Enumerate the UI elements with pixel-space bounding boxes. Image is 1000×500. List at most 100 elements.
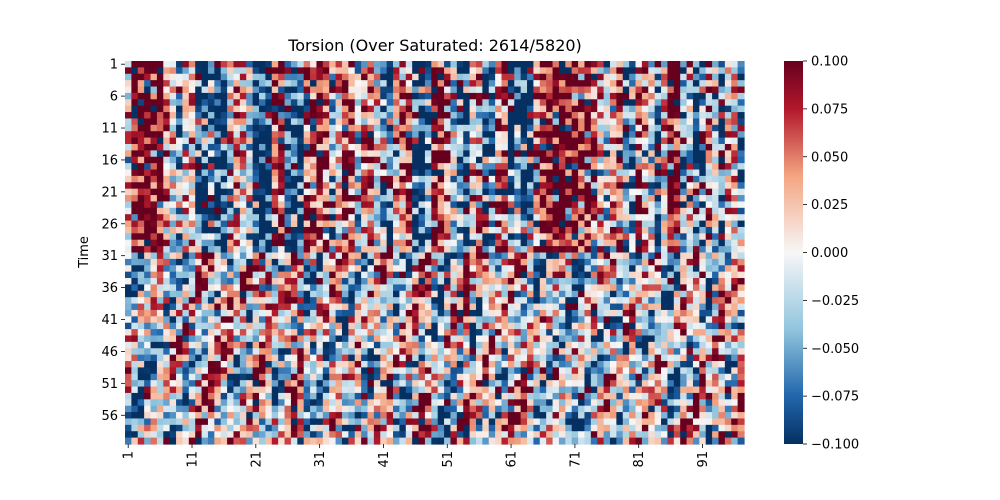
- heatmap-cell: [412, 163, 420, 171]
- heatmap-cell: [393, 361, 400, 368]
- heatmap-cell: [207, 309, 215, 317]
- heatmap-cell: [686, 201, 694, 209]
- heatmap-cell: [341, 316, 349, 324]
- heatmap-cell: [705, 175, 713, 183]
- heatmap-cell: [188, 124, 196, 132]
- heatmap-cell: [405, 367, 413, 375]
- heatmap-cell: [131, 354, 139, 362]
- heatmap-cell: [290, 195, 298, 203]
- heatmap-cell: [712, 341, 720, 349]
- heatmap-cell: [335, 80, 343, 88]
- heatmap-cell: [297, 354, 305, 362]
- heatmap-cell: [609, 246, 617, 254]
- heatmap-cell: [246, 316, 254, 324]
- heatmap-cell: [501, 182, 509, 190]
- heatmap-cell: [220, 233, 228, 241]
- heatmap-cell: [641, 188, 649, 196]
- heatmap-cell: [380, 201, 388, 209]
- heatmap-cell: [533, 322, 541, 330]
- heatmap-cell: [176, 322, 184, 330]
- heatmap-cell: [514, 233, 522, 241]
- heatmap-cell: [386, 105, 394, 113]
- heatmap-cell: [239, 112, 247, 120]
- heatmap-cell: [207, 380, 215, 388]
- heatmap-cell: [239, 341, 247, 349]
- heatmap-cell: [692, 67, 700, 75]
- heatmap-cell: [399, 348, 407, 356]
- heatmap-cell: [303, 341, 311, 349]
- heatmap-cell: [322, 201, 330, 209]
- heatmap-cell: [456, 278, 464, 286]
- heatmap-cell: [418, 131, 426, 139]
- heatmap-cell: [131, 233, 139, 241]
- heatmap-cell: [514, 163, 522, 171]
- heatmap-cell: [469, 137, 477, 145]
- heatmap-cell: [233, 105, 241, 113]
- heatmap-cell: [284, 99, 292, 107]
- heatmap-cell: [724, 105, 732, 113]
- heatmap-cell: [329, 105, 337, 113]
- heatmap-cell: [195, 246, 203, 254]
- heatmap-cell: [520, 86, 528, 94]
- heatmap-cell: [661, 322, 669, 330]
- heatmap-cell: [629, 297, 637, 305]
- heatmap-cell: [641, 131, 649, 139]
- heatmap-cell: [195, 118, 203, 126]
- heatmap-cell: [341, 86, 349, 94]
- heatmap-cell: [290, 233, 298, 241]
- heatmap-cell: [297, 61, 305, 68]
- heatmap-cell: [654, 86, 662, 94]
- heatmap-cell: [233, 169, 241, 177]
- heatmap-cell: [584, 112, 592, 120]
- heatmap-cell: [405, 207, 413, 215]
- heatmap-cell: [629, 182, 637, 190]
- heatmap-cell: [195, 226, 203, 234]
- heatmap-cell: [310, 386, 318, 394]
- heatmap-cell: [201, 278, 209, 286]
- heatmap-cell: [125, 143, 132, 151]
- heatmap-cell: [424, 367, 432, 375]
- heatmap-cell: [163, 99, 171, 107]
- heatmap-cell: [329, 316, 337, 324]
- heatmap-cell: [182, 118, 190, 126]
- heatmap-cell: [354, 169, 362, 177]
- heatmap-cell: [278, 182, 286, 190]
- heatmap-cell: [584, 156, 592, 164]
- heatmap-cell: [533, 163, 541, 171]
- heatmap-cell: [278, 341, 286, 349]
- heatmap-cell: [144, 92, 152, 100]
- heatmap-cell: [616, 354, 624, 362]
- heatmap-cell: [303, 188, 311, 196]
- heatmap-cell: [265, 290, 273, 298]
- heatmap-cell: [373, 265, 381, 273]
- heatmap-cell: [156, 137, 164, 145]
- heatmap-cell: [463, 303, 471, 311]
- heatmap-cell: [456, 67, 464, 75]
- heatmap-cell: [565, 207, 573, 215]
- heatmap-cell: [444, 201, 452, 209]
- heatmap-cell: [667, 175, 675, 183]
- heatmap-cell: [316, 278, 324, 286]
- heatmap-cell: [195, 297, 203, 305]
- heatmap-cell: [386, 226, 394, 234]
- heatmap-cell: [341, 112, 349, 120]
- heatmap-cell: [412, 201, 420, 209]
- heatmap-cell: [393, 175, 400, 183]
- heatmap-cell: [412, 265, 420, 273]
- heatmap-cell: [393, 201, 400, 209]
- heatmap-cell: [252, 316, 260, 324]
- heatmap-cell: [259, 67, 266, 75]
- heatmap-cell: [699, 297, 707, 305]
- heatmap-cell: [163, 335, 171, 343]
- heatmap-cell: [412, 143, 420, 151]
- heatmap-cell: [169, 348, 177, 356]
- heatmap-cell: [731, 137, 739, 145]
- heatmap-cell: [380, 169, 388, 177]
- heatmap-cell: [259, 118, 266, 126]
- heatmap-cell: [297, 207, 305, 215]
- heatmap-cell: [616, 290, 624, 298]
- heatmap-cell: [131, 303, 139, 311]
- heatmap-cell: [131, 297, 139, 305]
- heatmap-cell: [310, 335, 318, 343]
- heatmap-cell: [373, 112, 381, 120]
